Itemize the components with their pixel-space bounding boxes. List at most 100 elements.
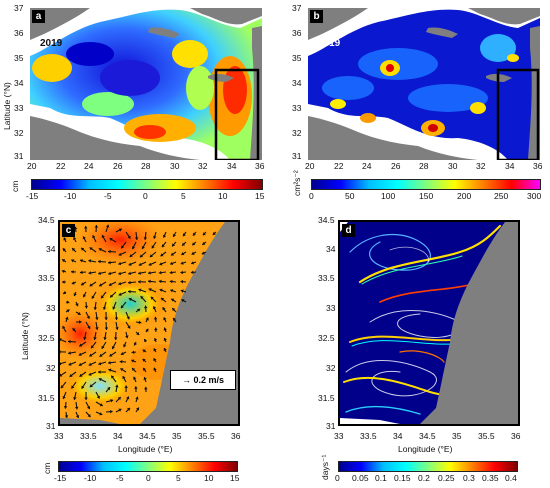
velocity-arrow-head: [133, 376, 137, 380]
velocity-arrow-head: [99, 403, 103, 407]
velocity-arrow-head: [118, 261, 122, 266]
velocity-arrow-head: [132, 368, 136, 372]
velocity-arrow-head: [60, 361, 62, 366]
panel-b-xtick: 22: [334, 161, 344, 171]
velocity-arrow-head: [109, 237, 113, 242]
velocity-arrow-head: [170, 252, 175, 256]
velocity-arrow-head: [96, 395, 100, 399]
cbar-tick: 0.4: [505, 473, 517, 483]
velocity-arrow-head: [62, 259, 66, 263]
cbar-tick: -15: [54, 473, 67, 483]
velocity-arrow-head: [163, 337, 167, 341]
velocity-arrow-head: [64, 415, 69, 418]
panel-b-xtick: 30: [448, 161, 458, 171]
panel-c-xtick: 35: [172, 431, 182, 441]
panel-d-ytick: 33: [326, 303, 336, 313]
velocity-arrow-head: [202, 241, 206, 245]
velocity-arrow-head: [128, 262, 132, 266]
velocity-arrow-head: [66, 309, 70, 313]
velocity-arrow-head: [87, 414, 91, 418]
velocity-arrow-head: [124, 385, 128, 388]
panel-a-ytick: 34: [14, 78, 24, 88]
velocity-arrow-head: [143, 377, 147, 381]
cbar-tick: 300: [527, 191, 542, 201]
velocity-arrow-head: [60, 338, 62, 342]
panel-c-xtick: 36: [231, 431, 241, 441]
velocity-arrow-head: [115, 327, 119, 330]
velocity-arrow-head: [191, 261, 195, 265]
velocity-arrow-head: [153, 316, 158, 320]
velocity-arrow-head: [86, 406, 91, 410]
velocity-arrow-head: [212, 231, 216, 235]
velocity-arrow-head: [63, 406, 68, 409]
velocity-arrow-head: [141, 245, 145, 250]
panel-d-xtick: 35: [452, 431, 462, 441]
panel-d-ytick: 32: [326, 363, 336, 373]
velocity-arrow-head: [108, 282, 112, 287]
velocity-arrow-head: [180, 279, 184, 284]
velocity-arrow-head: [180, 289, 184, 293]
velocity-arrow-head: [163, 317, 167, 321]
velocity-arrow-head: [82, 294, 87, 298]
velocity-arrow-head: [84, 305, 89, 309]
velocity-arrow-head: [126, 316, 130, 320]
velocity-arrow-head: [114, 317, 119, 320]
cbar-tick: 0.2: [418, 473, 430, 483]
velocity-arrow-head: [89, 353, 93, 357]
velocity-arrow-head: [171, 298, 175, 302]
velocity-arrow-head: [149, 254, 153, 258]
cbar-tick: 0.25: [438, 473, 455, 483]
cbar-tick: 10: [204, 473, 214, 483]
panel-a-xtick: 28: [141, 161, 151, 171]
velocity-arrow-head: [144, 386, 148, 390]
panel-d-ytick: 33.5: [318, 273, 335, 283]
cbar-tick: 100: [381, 191, 396, 201]
velocity-arrow-head: [172, 308, 176, 312]
velocity-arrow-head: [83, 337, 87, 340]
velocity-arrow-head: [66, 300, 70, 304]
velocity-arrow-head: [95, 317, 99, 320]
panel-a-xtick: 22: [56, 161, 66, 171]
velocity-arrow-head: [172, 243, 176, 247]
velocity-arrow-head: [79, 373, 83, 377]
velocity-arrow-head: [109, 409, 113, 414]
velocity-arrow-head: [192, 242, 196, 246]
panel-c-xtick: 34: [113, 431, 123, 441]
velocity-arrow-head: [102, 306, 107, 310]
velocity-arrow-head: [110, 399, 114, 403]
velocity-arrow-head: [62, 396, 66, 400]
cbar-tick: 50: [345, 191, 355, 201]
velocity-arrow-head: [69, 373, 73, 377]
velocity-arrow-head: [81, 282, 85, 286]
velocity-arrow-head: [143, 305, 148, 309]
velocity-arrow-head: [169, 279, 173, 284]
velocity-arrow-head: [127, 235, 131, 239]
velocity-arrow-head: [120, 351, 124, 356]
velocity-arrow-head: [145, 328, 149, 332]
panel-c-ytick: 32: [46, 363, 56, 373]
panel-a-ytick: 32: [14, 128, 24, 138]
cbar-tick: 0: [335, 473, 340, 483]
panel-b-xtick: 32: [476, 161, 486, 171]
panel-b-xtick: 34: [505, 161, 515, 171]
velocity-arrow-head: [68, 339, 71, 344]
velocity-arrow-head: [73, 397, 77, 400]
cbar-tick: 0: [146, 473, 151, 483]
velocity-arrow-head: [91, 345, 95, 349]
cbar-tick: -15: [26, 191, 39, 201]
velocity-arrow-head: [154, 327, 158, 331]
velocity-arrow-head: [142, 358, 146, 362]
panel-a-ytick: 35: [14, 53, 24, 63]
velocity-arrow-head: [75, 414, 80, 418]
velocity-arrow-head: [135, 407, 140, 411]
velocity-arrow-head: [75, 303, 79, 307]
velocity-arrow-head: [88, 362, 92, 366]
panel-d-xtick: 34: [393, 431, 403, 441]
velocity-arrow-head: [118, 281, 122, 286]
velocity-arrow-head: [128, 280, 131, 285]
velocity-arrow-head: [73, 292, 77, 296]
velocity-arrow-head: [173, 317, 177, 321]
cbar-tick: 5: [176, 473, 181, 483]
panel-d-map: d: [338, 220, 520, 426]
velocity-arrow-head: [77, 311, 81, 315]
